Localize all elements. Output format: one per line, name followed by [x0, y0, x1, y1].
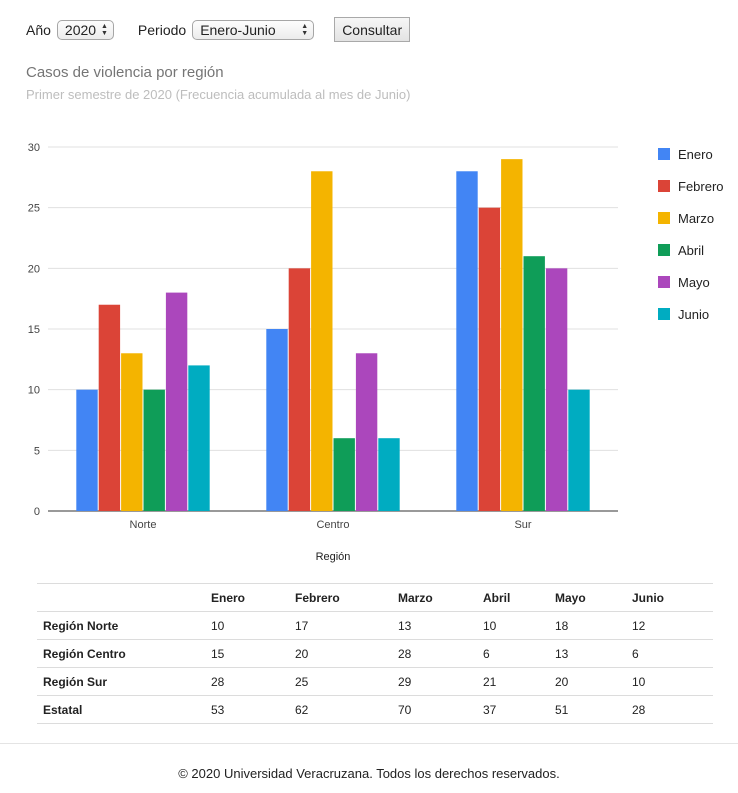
legend-swatch: [658, 276, 670, 288]
x-tick-label: Centro: [316, 519, 349, 531]
bar-marzo-norte: [121, 353, 143, 511]
period-label: Periodo: [137, 21, 187, 38]
table-row-label: Región Centro: [37, 639, 211, 668]
bar-junio-centro: [378, 438, 400, 511]
table-cell: 12: [632, 611, 713, 640]
table-cell: 28: [398, 639, 483, 668]
table-cell: 25: [295, 667, 398, 696]
bar-enero-centro: [266, 329, 288, 511]
consult-button[interactable]: Consultar: [334, 17, 411, 42]
table-cell: 18: [555, 611, 632, 640]
table-cell: 51: [555, 695, 632, 724]
legend-label: Marzo: [678, 211, 714, 226]
table-cell: 21: [483, 667, 555, 696]
table-row: Estatal 53 62 70 37 51 28: [37, 695, 713, 724]
table-cell: 70: [398, 695, 483, 724]
chart-subtitle: Primer semestre de 2020 (Frecuencia acum…: [26, 87, 411, 102]
table-row: Región Norte 10 17 13 10 18 12: [37, 611, 713, 640]
period-select[interactable]: Enero-Junio ▲ ▼: [192, 19, 315, 40]
table-cell: 28: [211, 667, 295, 696]
y-tick-label: 15: [28, 324, 40, 336]
legend-label: Mayo: [678, 275, 710, 290]
table-header-row: Enero Febrero Marzo Abril Mayo Junio: [37, 583, 713, 612]
bar-mayo-centro: [355, 353, 378, 511]
table-cell: 17: [295, 611, 398, 640]
table-cell: 13: [555, 639, 632, 668]
bar-enero-sur: [456, 171, 478, 511]
legend-swatch: [658, 244, 670, 256]
bar-abril-norte: [143, 389, 165, 511]
legend-label: Junio: [678, 307, 709, 322]
table-header-cell: Enero: [211, 583, 295, 612]
table-row-label: Región Norte: [37, 611, 211, 640]
legend-swatch: [658, 148, 670, 160]
bar-marzo-centro: [311, 171, 333, 511]
table-header-cell: Febrero: [295, 583, 398, 612]
footer-text: © 2020 Universidad Veracruzana. Todos lo…: [178, 766, 560, 781]
data-table: Enero Febrero Marzo Abril Mayo Junio Reg…: [37, 583, 713, 724]
updown-arrows-icon: ▲ ▼: [301, 22, 309, 37]
chart-title: Casos de violencia por región: [26, 64, 224, 81]
year-label: Año: [26, 21, 51, 38]
year-select-value: 2020: [64, 21, 97, 38]
table-header-cell: Abril: [483, 583, 555, 612]
legend-swatch: [658, 212, 670, 224]
y-tick-label: 20: [28, 263, 40, 275]
y-tick-label: 0: [34, 506, 40, 518]
table-cell: 10: [632, 667, 713, 696]
bar-abril-sur: [523, 256, 545, 511]
table-cell: 20: [555, 667, 632, 696]
y-tick-label: 30: [28, 142, 40, 154]
bar-chart: 0 5 10 15 20 25 30 Norte Centro Sur Región Enero Feb…: [28, 142, 724, 563]
table-cell: 53: [211, 695, 295, 724]
bar-febrero-sur: [478, 207, 501, 511]
legend-label: Enero: [678, 147, 713, 162]
period-select-value: Enero-Junio: [200, 21, 276, 38]
legend-label: Febrero: [678, 179, 724, 194]
table-row: Región Centro 15 20 28 6 13 6: [37, 639, 713, 668]
table-row: Región Sur 28 25 29 21 20 10: [37, 667, 713, 696]
table-cell: 20: [295, 639, 398, 668]
table-cell: 15: [211, 639, 295, 668]
y-tick-label: 10: [28, 385, 40, 397]
bar-junio-sur: [568, 389, 590, 511]
table-cell: 6: [483, 639, 555, 668]
bar-febrero-centro: [288, 268, 311, 511]
bar-enero-norte: [76, 389, 98, 511]
legend-swatch: [658, 180, 670, 192]
x-axis-title: Región: [316, 551, 351, 563]
y-tick-label: 5: [34, 445, 40, 457]
bar-abril-centro: [333, 438, 355, 511]
legend-label: Abril: [678, 243, 704, 258]
table-row-label: Región Sur: [37, 667, 211, 696]
table-cell: 37: [483, 695, 555, 724]
table-cell: 10: [483, 611, 555, 640]
table-header-cell: Mayo: [555, 583, 632, 612]
table-cell: 62: [295, 695, 398, 724]
table-header-cell: [37, 583, 211, 612]
x-tick-label: Sur: [514, 519, 531, 531]
year-select[interactable]: 2020 ▲ ▼: [56, 19, 114, 40]
query-controls: Año 2020 ▲ ▼ Periodo Enero-Junio ▲ ▼ Consu…: [26, 17, 411, 42]
table-cell: 10: [211, 611, 295, 640]
bar-junio-norte: [188, 365, 210, 511]
table-cell: 28: [632, 695, 713, 724]
bar-febrero-norte: [98, 304, 121, 511]
y-tick-label: 25: [28, 203, 40, 215]
footer-divider: [0, 743, 738, 744]
legend-swatch: [658, 308, 670, 320]
bar-mayo-sur: [545, 268, 568, 511]
table-header-cell: Junio: [632, 583, 713, 612]
updown-arrows-icon: ▲ ▼: [100, 22, 108, 37]
bar-marzo-sur: [501, 159, 523, 511]
table-cell: 6: [632, 639, 713, 668]
bar-mayo-norte: [165, 292, 188, 511]
table-header-cell: Marzo: [398, 583, 483, 612]
table-cell: 29: [398, 667, 483, 696]
table-cell: 13: [398, 611, 483, 640]
x-tick-label: Norte: [130, 519, 157, 531]
table-row-label: Estatal: [37, 695, 211, 724]
